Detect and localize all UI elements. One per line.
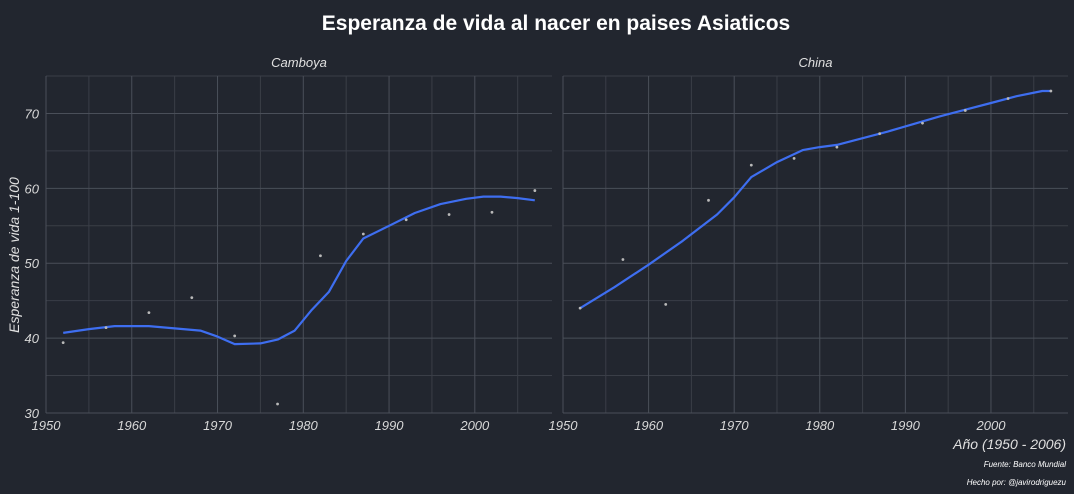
x-tick-label: 1960 [634,418,664,433]
y-tick-label: 30 [25,406,40,421]
y-tick-label: 60 [25,181,40,196]
data-point [792,156,796,160]
y-axis-title: Esperanza de vida 1-100 [6,177,22,333]
data-point [276,402,279,406]
data-point [147,311,151,315]
facet-label: China [799,55,833,70]
data-point [578,306,582,310]
facet-panel-0: Camboya 1950 1960 1970 1980 1990 2000 [32,55,552,433]
facet-panels: Camboya 1950 1960 1970 1980 1990 2000 China 1950… [32,55,1068,433]
facet-label: Camboya [271,55,327,70]
x-tick-label: 1970 [203,418,233,433]
x-axis-title: Año (1950 - 2006) [952,436,1066,452]
caption-source: Fuente: Banco Mundial [984,460,1066,469]
x-tick-label: 1980 [289,418,319,433]
trend-line [63,195,535,346]
data-point [921,121,924,125]
data-point [233,334,237,338]
x-tick-label: 1970 [720,418,750,433]
chart-title: Esperanza de vida al nacer en paises Asi… [322,12,790,35]
x-tick-label: 2000 [976,418,1007,433]
data-point [621,258,625,261]
data-point [319,254,322,258]
trend-line [579,89,1051,310]
caption-author: Hecho por: @javirodriguezu [967,478,1067,487]
y-axis-ticks: 30 40 50 60 70 [25,106,40,421]
data-point [361,232,365,236]
data-point [835,145,839,149]
x-tick-label: 1990 [891,418,921,433]
x-tick-label: 1960 [117,418,147,433]
data-point [1049,89,1053,93]
data-point [878,132,882,136]
data-point [190,296,194,300]
x-tick-label: 1950 [549,418,579,433]
x-tick-label: 1990 [375,418,405,433]
data-point [1006,97,1010,100]
data-point [447,213,451,216]
data-point [963,109,967,112]
data-point [707,198,710,202]
x-tick-label: 2000 [459,418,490,433]
facet-panel-1: China 1950 1960 1970 1980 1990 2000 [549,55,1068,433]
data-point [749,163,753,167]
data-point [61,341,65,345]
y-tick-label: 70 [25,106,40,121]
data-point [104,326,108,330]
data-point [404,218,408,222]
x-tick-label: 1980 [805,418,835,433]
x-tick-label: 1950 [32,418,62,433]
y-tick-label: 40 [25,331,40,346]
data-point [533,189,537,192]
y-tick-label: 50 [25,256,40,271]
data-point [490,210,494,214]
data-point [664,303,668,306]
